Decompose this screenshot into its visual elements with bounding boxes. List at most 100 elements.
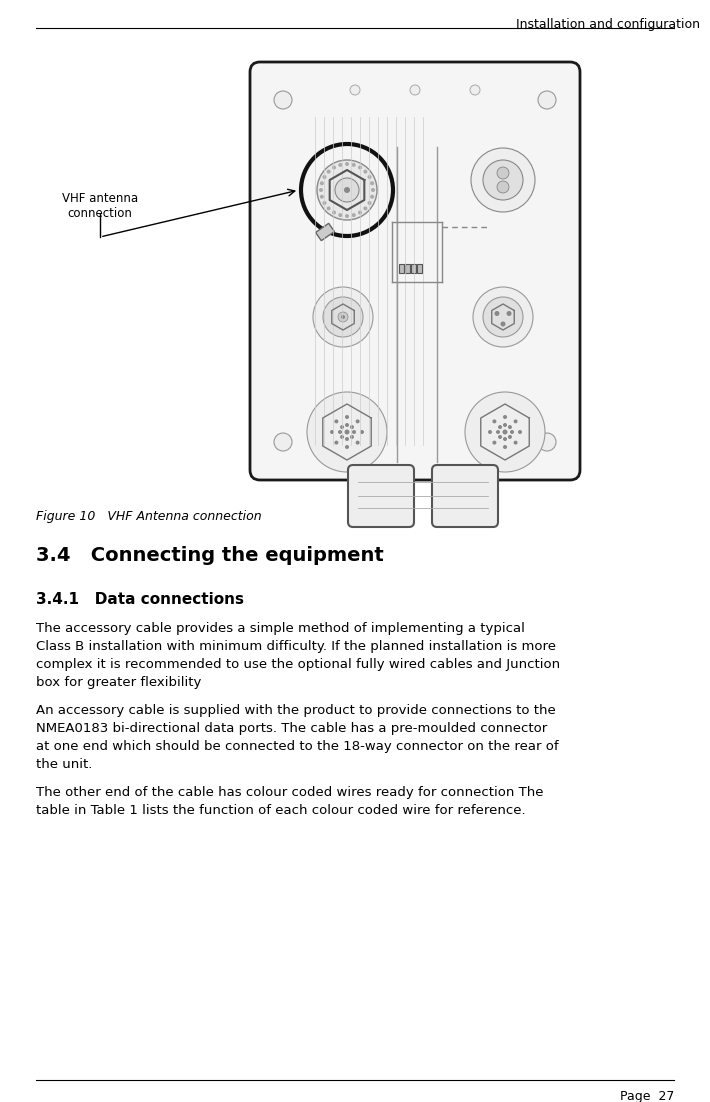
Circle shape — [323, 298, 363, 337]
Circle shape — [341, 315, 345, 318]
Circle shape — [338, 430, 342, 434]
Circle shape — [350, 435, 354, 439]
Circle shape — [356, 441, 359, 444]
Circle shape — [345, 445, 349, 449]
Circle shape — [364, 206, 367, 210]
Circle shape — [338, 213, 342, 217]
Circle shape — [340, 425, 344, 429]
Bar — [411, 264, 416, 273]
Circle shape — [358, 210, 362, 215]
Circle shape — [508, 425, 512, 429]
Circle shape — [503, 437, 507, 441]
Circle shape — [313, 287, 373, 347]
Circle shape — [370, 195, 374, 198]
Text: The other end of the cable has colour coded wires ready for connection The: The other end of the cable has colour co… — [36, 786, 543, 799]
Circle shape — [538, 433, 556, 451]
Circle shape — [322, 175, 327, 179]
Circle shape — [332, 210, 336, 215]
Circle shape — [506, 311, 512, 316]
FancyBboxPatch shape — [432, 465, 498, 527]
Text: box for greater flexibility: box for greater flexibility — [36, 676, 202, 689]
Circle shape — [465, 392, 545, 472]
Text: Figure 10   VHF Antenna connection: Figure 10 VHF Antenna connection — [36, 510, 261, 523]
Circle shape — [320, 195, 324, 198]
Text: 3.4   Connecting the equipment: 3.4 Connecting the equipment — [36, 545, 383, 565]
Circle shape — [317, 160, 377, 220]
Circle shape — [351, 163, 356, 166]
Circle shape — [274, 91, 292, 109]
Circle shape — [497, 181, 509, 193]
Circle shape — [338, 312, 348, 322]
Circle shape — [498, 435, 502, 439]
Circle shape — [508, 435, 512, 439]
Circle shape — [503, 423, 507, 426]
Circle shape — [483, 298, 523, 337]
Circle shape — [319, 188, 323, 192]
Circle shape — [494, 311, 499, 316]
Circle shape — [471, 148, 535, 212]
Circle shape — [345, 437, 349, 441]
Circle shape — [335, 179, 359, 202]
Circle shape — [488, 430, 492, 434]
Circle shape — [503, 430, 508, 434]
Bar — [405, 264, 410, 273]
Circle shape — [368, 175, 371, 179]
Text: 3.4.1   Data connections: 3.4.1 Data connections — [36, 592, 244, 607]
Circle shape — [350, 85, 360, 95]
Circle shape — [483, 160, 523, 199]
Text: The accessory cable provides a simple method of implementing a typical: The accessory cable provides a simple me… — [36, 622, 525, 635]
Text: An accessory cable is supplied with the product to provide connections to the: An accessory cable is supplied with the … — [36, 704, 556, 717]
Circle shape — [345, 423, 349, 426]
Text: the unit.: the unit. — [36, 758, 92, 771]
Circle shape — [371, 188, 375, 192]
FancyBboxPatch shape — [348, 465, 414, 527]
Circle shape — [501, 322, 506, 326]
Bar — [417, 264, 422, 273]
Circle shape — [356, 420, 359, 423]
Circle shape — [510, 430, 514, 434]
Circle shape — [410, 85, 420, 95]
Circle shape — [334, 420, 339, 423]
Text: table in Table 1 lists the function of each colour coded wire for reference.: table in Table 1 lists the function of e… — [36, 804, 525, 817]
Circle shape — [307, 392, 387, 472]
Circle shape — [358, 165, 362, 170]
Text: complex it is recommended to use the optional fully wired cables and Junction: complex it is recommended to use the opt… — [36, 658, 560, 671]
Circle shape — [370, 181, 374, 185]
Circle shape — [344, 430, 349, 434]
Circle shape — [518, 430, 522, 434]
Circle shape — [497, 168, 509, 179]
Text: VHF antenna
connection: VHF antenna connection — [62, 192, 138, 220]
Circle shape — [274, 433, 292, 451]
Circle shape — [332, 165, 336, 170]
Circle shape — [322, 201, 327, 205]
Circle shape — [513, 420, 518, 423]
Circle shape — [327, 170, 331, 174]
Circle shape — [344, 187, 350, 193]
Circle shape — [493, 420, 496, 423]
Text: Page  27: Page 27 — [620, 1090, 674, 1102]
Circle shape — [352, 430, 356, 434]
Circle shape — [338, 163, 342, 166]
Circle shape — [340, 435, 344, 439]
Circle shape — [368, 201, 371, 205]
Text: Class B installation with minimum difficulty. If the planned installation is mor: Class B installation with minimum diffic… — [36, 640, 556, 653]
Circle shape — [473, 287, 533, 347]
Circle shape — [327, 206, 331, 210]
Circle shape — [538, 91, 556, 109]
Circle shape — [351, 213, 356, 217]
Circle shape — [503, 445, 507, 449]
Text: NMEA0183 bi-directional data ports. The cable has a pre-moulded connector: NMEA0183 bi-directional data ports. The … — [36, 722, 547, 735]
Circle shape — [345, 162, 349, 166]
Circle shape — [496, 430, 500, 434]
Circle shape — [503, 415, 507, 419]
Circle shape — [330, 430, 334, 434]
Polygon shape — [315, 224, 334, 240]
Bar — [399, 264, 404, 273]
Text: Installation and configuration: Installation and configuration — [516, 18, 700, 31]
Circle shape — [364, 170, 367, 174]
Circle shape — [345, 214, 349, 218]
Circle shape — [498, 425, 502, 429]
Circle shape — [320, 181, 324, 185]
Circle shape — [470, 85, 480, 95]
Circle shape — [334, 441, 339, 444]
